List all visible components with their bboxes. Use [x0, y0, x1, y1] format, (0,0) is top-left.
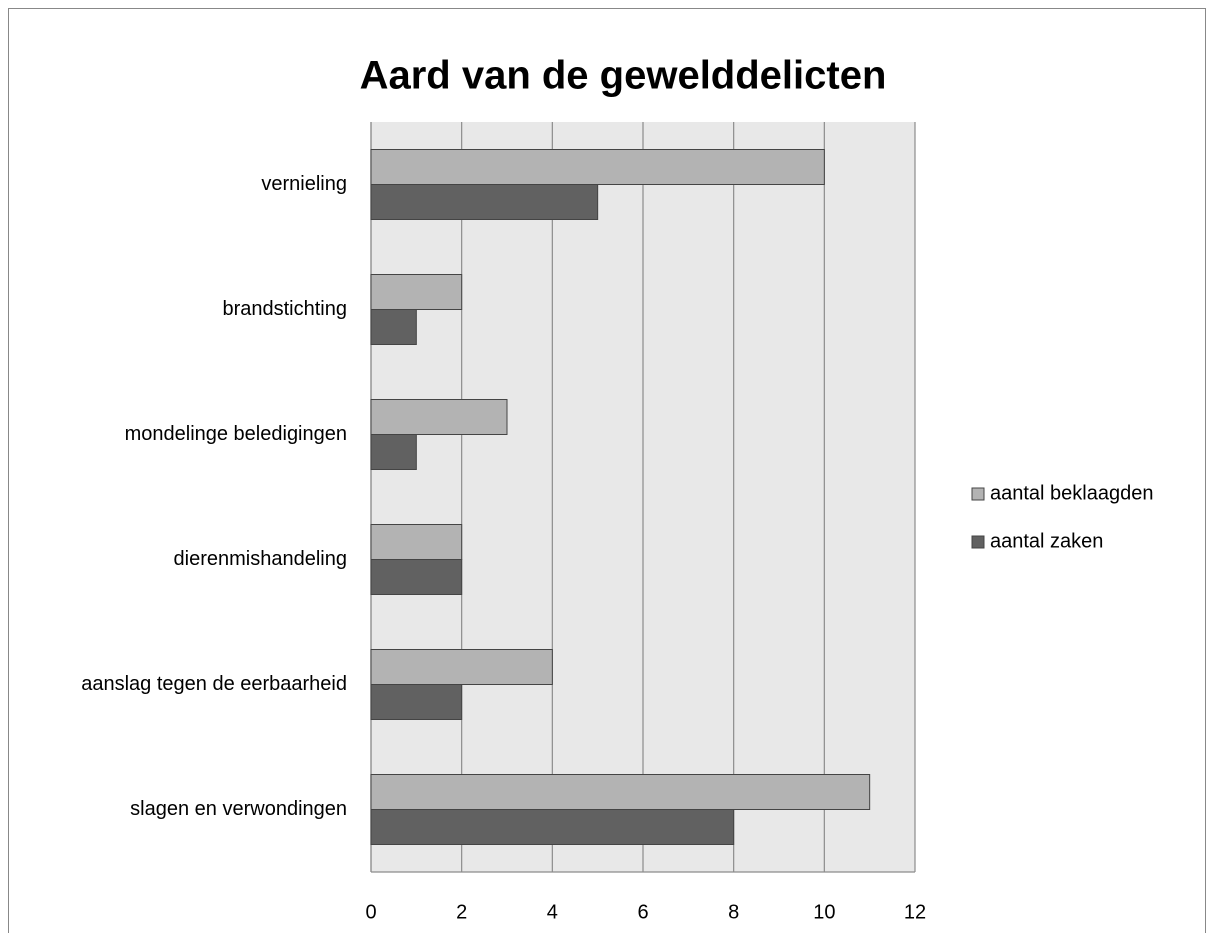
bar	[370, 524, 463, 560]
legend-label: aantal zaken	[990, 530, 1103, 552]
bar	[370, 309, 417, 345]
y-tick-label: brandstichting	[222, 298, 347, 320]
y-tick-label: vernieling	[261, 173, 347, 195]
bar	[370, 774, 871, 810]
bar	[370, 274, 463, 310]
chart-title: Aard van de gewelddelicten	[360, 54, 887, 98]
y-tick-label: aanslag tegen de eerbaarheid	[81, 673, 347, 695]
x-tick-label: 6	[637, 901, 648, 923]
bar	[370, 399, 508, 435]
x-tick-label: 4	[547, 901, 558, 923]
x-tick-label: 2	[456, 901, 467, 923]
bar	[370, 649, 553, 685]
bar	[370, 149, 825, 185]
x-tick-label: 12	[904, 901, 926, 923]
bar	[370, 684, 463, 720]
legend-label: aantal beklaagden	[990, 482, 1153, 504]
bar	[370, 184, 599, 220]
bar	[370, 434, 417, 470]
legend-swatch	[971, 487, 985, 501]
y-tick-label: mondelinge beledigingen	[125, 423, 347, 445]
x-tick-label: 0	[365, 901, 376, 923]
bar	[370, 809, 735, 845]
x-tick-label: 10	[813, 901, 835, 923]
legend-swatch	[971, 535, 985, 549]
y-tick-label: slagen en verwondingen	[130, 798, 347, 820]
x-tick-label: 8	[728, 901, 739, 923]
bar	[370, 559, 463, 595]
y-tick-label: dierenmishandeling	[174, 548, 347, 570]
